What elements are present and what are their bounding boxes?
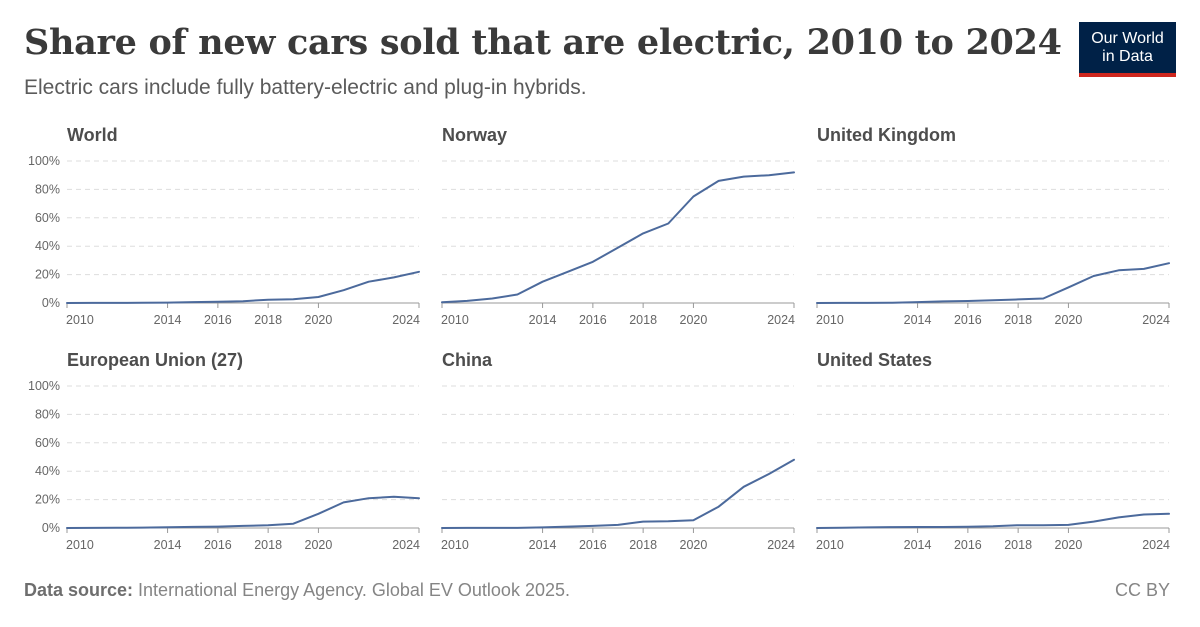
x-tick-label: 2014 (904, 313, 932, 327)
y-tick-label: 20% (35, 493, 60, 507)
y-tick-label: 60% (35, 211, 60, 225)
owid-logo[interactable]: Our World in Data (1079, 22, 1176, 77)
x-tick-label: 2014 (529, 313, 557, 327)
x-tick-label: 2020 (305, 538, 333, 552)
x-tick-label: 2010 (816, 313, 844, 327)
y-tick-label: 100% (28, 379, 60, 393)
x-tick-label: 2014 (904, 538, 932, 552)
x-tick-label: 2024 (767, 538, 795, 552)
x-tick-label: 2018 (629, 313, 657, 327)
y-tick-label: 40% (35, 464, 60, 478)
chart-subtitle: Electric cars include fully battery-elec… (24, 76, 587, 99)
x-tick-label: 2024 (392, 313, 420, 327)
x-tick-label: 2016 (954, 538, 982, 552)
x-tick-label: 2018 (1004, 538, 1032, 552)
y-tick-label: 20% (35, 268, 60, 282)
y-tick-label: 60% (35, 436, 60, 450)
panel-title-united-kingdom: United Kingdom (817, 125, 956, 145)
x-tick-label: 2010 (66, 313, 94, 327)
series-line (441, 458, 795, 529)
x-tick-label: 2014 (529, 538, 557, 552)
panel-title-china: China (442, 350, 493, 370)
x-tick-label: 2024 (1142, 538, 1170, 552)
data-source-label: Data source: (24, 580, 134, 600)
x-tick-label: 2018 (254, 538, 282, 552)
x-tick-label: 2020 (1055, 538, 1083, 552)
x-tick-label: 2020 (305, 313, 333, 327)
x-tick-label: 2020 (680, 538, 708, 552)
data-source: Data source: International Energy Agency… (24, 580, 570, 601)
x-tick-label: 2018 (629, 538, 657, 552)
y-tick-label: 40% (35, 239, 60, 253)
logo-accent-bar (1079, 73, 1176, 77)
series-line (66, 270, 420, 304)
chart-title: Share of new cars sold that are electric… (24, 22, 1062, 63)
panel-title-norway: Norway (442, 125, 508, 145)
logo-line-2: in Data (1102, 48, 1153, 65)
x-tick-label: 2024 (767, 313, 795, 327)
logo-line-1: Our World (1091, 30, 1164, 47)
series-line (816, 512, 1170, 529)
x-tick-label: 2016 (954, 313, 982, 327)
x-tick-label: 2018 (1004, 313, 1032, 327)
x-tick-label: 2024 (392, 538, 420, 552)
data-source-text[interactable]: International Energy Agency. Global EV O… (133, 580, 570, 600)
x-tick-label: 2010 (816, 538, 844, 552)
x-tick-label: 2010 (441, 313, 469, 327)
x-tick-label: 2016 (579, 538, 607, 552)
panel-title-world: World (67, 125, 118, 145)
y-tick-label: 80% (35, 407, 60, 421)
panel-title-united-states: United States (817, 350, 933, 370)
license-link[interactable]: CC BY (1114, 580, 1170, 600)
series-line (66, 495, 420, 529)
panel-title-european-union: European Union (27) (67, 350, 244, 370)
x-tick-label: 2014 (154, 538, 182, 552)
x-tick-label: 2010 (66, 538, 94, 552)
series-line (816, 262, 1170, 304)
x-tick-label: 2010 (441, 538, 469, 552)
x-tick-label: 2020 (1055, 313, 1083, 327)
x-tick-label: 2014 (154, 313, 182, 327)
x-tick-label: 2016 (204, 313, 232, 327)
x-tick-label: 2024 (1142, 313, 1170, 327)
y-tick-label: 0% (42, 521, 60, 535)
series-line (441, 171, 795, 304)
x-tick-label: 2020 (680, 313, 708, 327)
x-tick-label: 2016 (204, 538, 232, 552)
y-tick-label: 80% (35, 182, 60, 196)
x-tick-label: 2018 (254, 313, 282, 327)
x-tick-label: 2016 (579, 313, 607, 327)
y-tick-label: 100% (28, 154, 60, 168)
y-tick-label: 0% (42, 296, 60, 310)
